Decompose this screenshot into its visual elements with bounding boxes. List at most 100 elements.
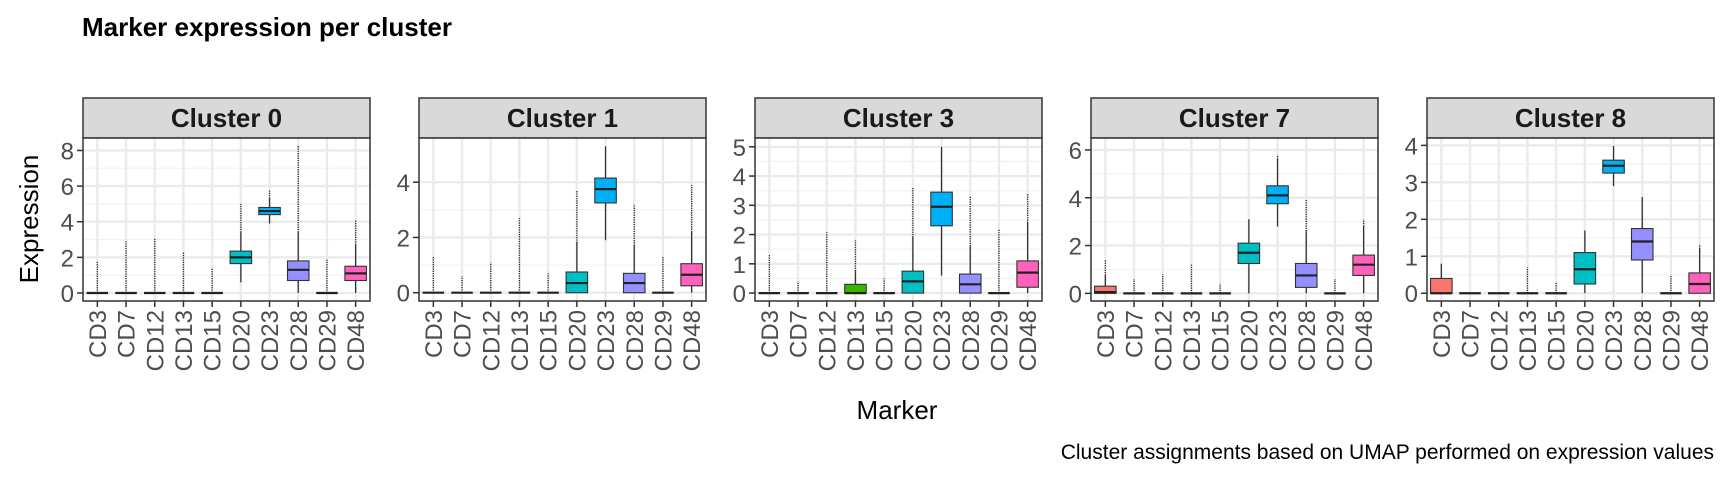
facet-strip [418, 97, 707, 139]
y-tick-label: 2 [61, 245, 74, 272]
y-tick-label: 0 [1069, 281, 1082, 308]
x-tick-label: CD29 [650, 310, 677, 371]
x-tick-label: CD7 [786, 310, 813, 358]
box-cd13 [1180, 264, 1203, 295]
x-tick-label: CD48 [1351, 310, 1378, 371]
panel-border [754, 137, 1043, 302]
x-tick-label: CD15 [1544, 310, 1571, 371]
box-cd23 [1266, 154, 1289, 227]
x-tick-label: CD48 [1687, 310, 1714, 371]
facet-strip-label: Cluster 0 [171, 103, 282, 133]
y-tick-label: 6 [61, 174, 74, 201]
x-tick-label: CD13 [171, 310, 198, 371]
y-tick-label: 2 [397, 225, 410, 252]
x-tick-label: CD12 [1150, 310, 1177, 371]
box-cd20 [565, 190, 589, 294]
box-cd13 [172, 252, 195, 295]
box-cd15 [1545, 282, 1567, 295]
panel-border [418, 137, 707, 302]
x-tick-label: CD3 [1093, 310, 1120, 358]
box-cd23 [1602, 145, 1625, 187]
x-tick-label: CD29 [1322, 310, 1349, 371]
box-body [1016, 260, 1039, 288]
panel-cluster-0: Cluster 0 0 2 4 6 8 CD3 CD7 CD12 CD13 CD15 CD20 CD23… [61, 97, 371, 371]
box-cd48 [1016, 193, 1039, 294]
x-tick-label: CD28 [1294, 310, 1321, 371]
x-tick-label: CD13 [1515, 310, 1542, 371]
x-tick-label: CD29 [314, 310, 341, 371]
facet-strip [1090, 97, 1379, 139]
facet-strip-label: Cluster 1 [507, 103, 618, 133]
box-cd23 [258, 189, 281, 224]
box-cd29 [652, 256, 674, 294]
plot-background [83, 138, 370, 301]
y-tick-label: 4 [733, 164, 746, 191]
y-tick-label: 5 [733, 135, 746, 162]
x-tick-label: CD15 [1208, 310, 1235, 371]
x-tick-label: CD20 [564, 310, 591, 371]
box-cd20 [229, 203, 253, 283]
box-cd29 [988, 228, 1010, 295]
x-tick-label: CD13 [843, 310, 870, 371]
x-tick-label: CD20 [1572, 310, 1599, 371]
box-cd3 [86, 260, 109, 295]
x-tick-label: CD29 [986, 310, 1013, 371]
y-tick-label: 4 [397, 170, 410, 197]
x-tick-label: CD12 [478, 310, 505, 371]
x-tick-label: CD23 [257, 310, 284, 371]
box-cd7 [115, 241, 137, 295]
x-tick-label: CD15 [536, 310, 563, 371]
x-tick-label: CD28 [286, 310, 313, 371]
y-tick-label: 4 [1405, 133, 1418, 160]
box-cd3 [1430, 263, 1453, 295]
x-tick-label: CD28 [958, 310, 985, 371]
y-tick-label: 6 [1069, 138, 1082, 165]
x-tick-label: CD3 [757, 310, 784, 358]
facet-strip-label: Cluster 3 [843, 103, 954, 133]
x-tick-label: CD7 [1122, 310, 1149, 358]
box-cd28 [1294, 200, 1318, 294]
y-tick-label: 3 [733, 193, 746, 220]
box-cd12 [143, 237, 166, 295]
box-cd7 [787, 281, 809, 295]
x-tick-label: CD48 [1015, 310, 1042, 371]
box-cd15 [201, 268, 223, 295]
x-tick-label: CD48 [679, 310, 706, 371]
box-cd3 [1094, 259, 1117, 294]
box-cd7 [1123, 279, 1145, 295]
box-body [930, 191, 953, 227]
box-cd20 [901, 187, 925, 294]
y-tick-label: 8 [61, 138, 74, 165]
box-cd29 [1324, 279, 1346, 295]
y-tick-label: 2 [1405, 207, 1418, 234]
box-cd48 [1688, 245, 1711, 294]
x-tick-label: CD23 [1265, 310, 1292, 371]
x-tick-label: CD3 [85, 310, 112, 358]
y-tick-label: 3 [1405, 170, 1418, 197]
box-cd48 [680, 184, 703, 293]
panel-border [1090, 137, 1379, 302]
facet-strip-label: Cluster 8 [1515, 103, 1626, 133]
box-cd28 [1630, 197, 1654, 294]
plot-background [1091, 138, 1378, 301]
y-tick-label: 0 [733, 281, 746, 308]
x-tick-label: CD48 [343, 310, 370, 371]
x-tick-label: CD3 [421, 310, 448, 358]
box-cd28 [958, 196, 982, 294]
box-cd7 [451, 276, 473, 294]
x-tick-label: CD23 [1601, 310, 1628, 371]
box-cd28 [622, 204, 646, 294]
x-tick-label: CD23 [929, 310, 956, 371]
box-cd29 [316, 259, 338, 295]
x-tick-label: CD12 [814, 310, 841, 371]
x-tick-label: CD20 [228, 310, 255, 371]
x-tick-label: CD13 [507, 310, 534, 371]
y-tick-label: 4 [1069, 186, 1082, 213]
x-tick-label: CD20 [1236, 310, 1263, 371]
box-cd48 [344, 219, 367, 293]
panel-border [82, 137, 371, 302]
